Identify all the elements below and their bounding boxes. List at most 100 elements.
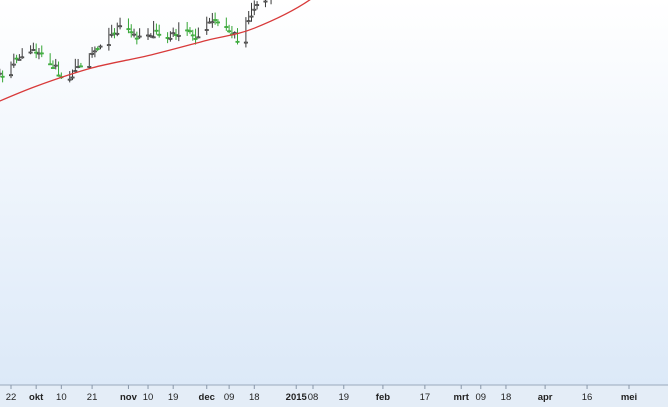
candle-body xyxy=(193,38,198,40)
candle xyxy=(193,28,198,45)
candle xyxy=(187,27,192,34)
candle-body xyxy=(204,29,209,31)
candle-body xyxy=(8,74,13,77)
candle-body xyxy=(126,28,131,31)
candle-body xyxy=(176,34,181,37)
candle-body xyxy=(56,74,61,77)
candle-body xyxy=(73,70,78,72)
candle-body xyxy=(134,37,139,40)
candle xyxy=(263,0,268,8)
candle xyxy=(48,53,53,66)
x-tick-label: mrt xyxy=(454,392,470,403)
candle-body xyxy=(39,52,44,55)
candle xyxy=(148,33,153,38)
candle xyxy=(11,53,16,68)
candle-body xyxy=(67,78,72,81)
candle xyxy=(20,48,25,59)
candle xyxy=(227,24,232,34)
candle-body xyxy=(165,37,170,39)
candle-body xyxy=(171,32,176,35)
candle-body xyxy=(190,34,195,37)
candle-body xyxy=(151,36,156,39)
candle-body xyxy=(235,40,240,43)
candle xyxy=(109,24,114,38)
candle-body xyxy=(11,63,16,66)
moving-average-layer xyxy=(0,0,311,102)
candle-body xyxy=(249,15,254,18)
candle xyxy=(126,18,131,34)
candle-body xyxy=(109,33,114,36)
candle-body xyxy=(255,4,260,6)
x-tick-label: 22 xyxy=(6,392,17,403)
candle-body xyxy=(132,33,137,36)
candle xyxy=(129,24,134,38)
moving-average-line xyxy=(0,0,311,102)
x-axis-strip xyxy=(0,385,668,407)
candle xyxy=(137,28,142,39)
candle xyxy=(87,53,92,69)
x-tick-label: 09 xyxy=(476,392,487,403)
candle xyxy=(151,20,156,39)
candle xyxy=(255,1,260,10)
candle xyxy=(270,0,272,5)
candle xyxy=(204,16,209,35)
candle-body xyxy=(0,72,2,75)
candle-body xyxy=(118,25,123,28)
candle-body xyxy=(224,26,229,28)
candle xyxy=(246,11,251,25)
candle xyxy=(249,2,254,22)
candle xyxy=(67,71,72,83)
candle xyxy=(31,42,36,51)
x-tick-label: 10 xyxy=(143,392,154,403)
candle xyxy=(168,31,173,42)
candle xyxy=(132,28,137,38)
candle xyxy=(252,0,257,16)
candle-body xyxy=(48,63,53,66)
x-tick-label: 18 xyxy=(249,392,260,403)
candle-body xyxy=(53,64,58,67)
x-tick-label: apr xyxy=(538,392,553,403)
candle-body xyxy=(215,21,220,24)
x-tick-label: nov xyxy=(120,392,138,403)
candle xyxy=(92,46,97,58)
candle-body xyxy=(227,30,232,33)
candle-body xyxy=(20,56,25,59)
x-tick-label: 10 xyxy=(56,392,67,403)
candle xyxy=(56,61,61,77)
x-axis-ticks: 22 okt 10 21 nov 10 19 dec 09 18 2015 08 19 feb 17 mrt 0… xyxy=(6,385,637,403)
candle-body xyxy=(129,31,134,34)
x-tick-label: 19 xyxy=(338,392,349,403)
candle-body xyxy=(148,35,153,38)
candle xyxy=(134,31,139,45)
candle xyxy=(95,46,100,52)
candle xyxy=(90,46,95,58)
candle-body xyxy=(90,52,95,55)
candle-body xyxy=(106,44,111,47)
candle xyxy=(115,22,120,37)
candle xyxy=(154,23,159,35)
candle xyxy=(213,12,218,25)
candle-body xyxy=(95,48,100,50)
candle xyxy=(14,54,19,64)
x-tick-label: okt xyxy=(29,392,44,403)
candle-body xyxy=(31,49,36,51)
x-tick-label: 18 xyxy=(501,392,512,403)
candle-body xyxy=(17,58,22,61)
candle-body xyxy=(168,37,173,40)
candle xyxy=(176,22,181,42)
x-tick-label: mei xyxy=(621,392,637,403)
candle xyxy=(210,12,215,28)
candle-body xyxy=(213,19,218,21)
candle xyxy=(39,45,44,58)
candle xyxy=(190,29,195,41)
candle xyxy=(78,62,83,68)
candle-body xyxy=(78,65,83,68)
candle-body xyxy=(50,67,55,69)
x-tick-label: 21 xyxy=(87,392,98,403)
candle xyxy=(0,70,5,83)
candle-body xyxy=(98,45,103,48)
candle xyxy=(243,17,248,48)
candle-body xyxy=(92,50,97,53)
